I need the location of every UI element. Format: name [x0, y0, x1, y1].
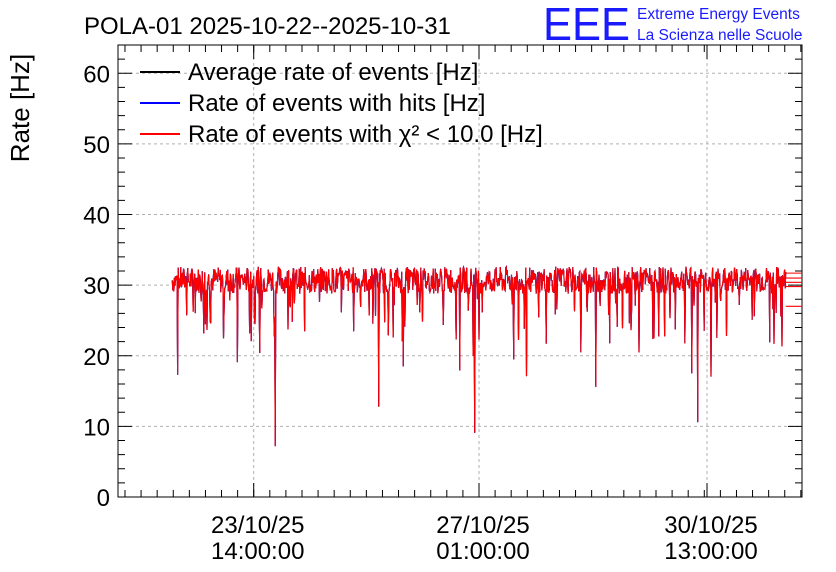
y-tick-label: 60 — [83, 61, 110, 88]
y-tick-label: 30 — [83, 273, 110, 300]
x-tick-time: 14:00:00 — [211, 538, 304, 565]
y-tick-label: 0 — [97, 485, 110, 512]
y-tick-label: 50 — [83, 132, 110, 159]
grid-lines — [118, 45, 802, 497]
y-tick-label: 40 — [83, 203, 110, 230]
x-tick-time: 13:00:00 — [664, 538, 757, 565]
legend-label-0: Average rate of events [Hz] — [188, 59, 478, 86]
legend-label-2: Rate of events with χ² < 10.0 [Hz] — [188, 121, 543, 148]
x-tick-date: 27/10/25 — [436, 512, 529, 539]
x-tick-date: 30/10/25 — [664, 512, 757, 539]
legend-label-1: Rate of events with hits [Hz] — [188, 90, 485, 117]
y-axis: 0 10 20 30 40 50 60 — [83, 44, 802, 512]
eee-logo: EEE Extreme Energy Events La Scienza nel… — [543, 0, 802, 50]
data-series — [171, 265, 802, 447]
logo-line1: Extreme Energy Events — [637, 6, 800, 23]
series-line-2 — [171, 265, 787, 447]
logo-line2: La Scienza nelle Scuole — [637, 27, 802, 44]
legend: Average rate of events [Hz] Rate of event… — [140, 59, 543, 148]
y-tick-label: 20 — [83, 344, 110, 371]
chart-title: POLA-01 2025-10-22--2025-10-31 — [84, 13, 451, 40]
y-axis-label: Rate [Hz] — [5, 54, 35, 162]
x-tick-time: 01:00:00 — [436, 538, 529, 565]
logo-mark: EEE — [543, 0, 630, 50]
y-tick-label: 10 — [83, 414, 110, 441]
x-tick-date: 23/10/25 — [211, 512, 304, 539]
